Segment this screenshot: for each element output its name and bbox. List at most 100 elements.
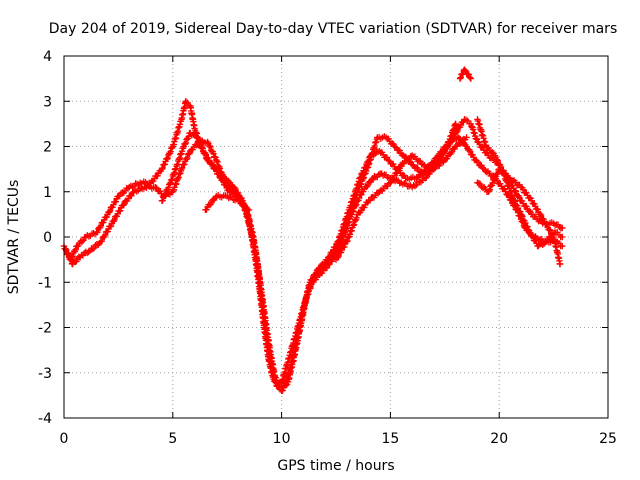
data-point bbox=[80, 237, 87, 244]
data-point bbox=[473, 157, 480, 164]
data-point bbox=[465, 71, 472, 78]
data-point bbox=[396, 147, 403, 154]
data-point bbox=[418, 171, 426, 178]
data-point bbox=[485, 187, 493, 195]
data-point bbox=[519, 213, 526, 220]
data-point bbox=[543, 221, 551, 228]
data-point bbox=[325, 261, 332, 269]
data-point bbox=[116, 192, 123, 200]
y-tick-label: -4 bbox=[38, 411, 52, 427]
data-point bbox=[353, 198, 361, 205]
data-point bbox=[559, 242, 566, 250]
data-point bbox=[168, 144, 176, 151]
data-point bbox=[447, 150, 454, 158]
y-tick-label: 3 bbox=[43, 94, 52, 110]
data-point bbox=[73, 258, 80, 265]
data-point bbox=[241, 202, 249, 209]
data-point bbox=[271, 377, 279, 385]
data-point bbox=[97, 222, 105, 230]
y-tick-label: -2 bbox=[38, 321, 52, 337]
data-point bbox=[356, 174, 364, 182]
x-tick-label: 5 bbox=[168, 431, 177, 447]
data-point bbox=[364, 182, 371, 190]
data-point bbox=[461, 66, 468, 73]
data-point bbox=[366, 197, 374, 204]
data-point bbox=[350, 207, 357, 215]
data-point bbox=[65, 250, 72, 258]
data-point bbox=[537, 212, 545, 219]
data-point bbox=[357, 174, 364, 181]
data-point bbox=[202, 151, 210, 158]
data-point bbox=[64, 250, 71, 257]
data-point bbox=[467, 75, 475, 82]
data-point bbox=[493, 171, 501, 178]
data-point bbox=[341, 243, 348, 251]
data-point bbox=[323, 264, 331, 272]
data-point bbox=[183, 156, 190, 163]
y-tick-label: 1 bbox=[43, 185, 52, 201]
data-point bbox=[511, 198, 519, 205]
data-point bbox=[512, 201, 520, 208]
data-point bbox=[161, 161, 169, 168]
data-point bbox=[112, 198, 120, 205]
data-point bbox=[518, 212, 525, 219]
data-point bbox=[406, 155, 413, 163]
data-point bbox=[493, 156, 501, 163]
y-tick-label: -1 bbox=[38, 275, 52, 291]
data-point bbox=[182, 139, 190, 147]
data-point bbox=[152, 184, 159, 191]
data-point bbox=[159, 164, 166, 172]
data-point bbox=[489, 179, 496, 187]
data-point bbox=[181, 140, 189, 148]
data-point bbox=[207, 143, 214, 151]
data-point bbox=[494, 169, 501, 177]
data-point bbox=[539, 241, 546, 249]
data-point bbox=[106, 207, 114, 215]
data-point bbox=[385, 156, 392, 164]
y-axis-title: SDTVAR / TECUs bbox=[6, 180, 22, 295]
data-point bbox=[408, 161, 416, 168]
data-point bbox=[546, 226, 553, 233]
data-point bbox=[516, 194, 523, 201]
data-point bbox=[559, 224, 566, 232]
data-point bbox=[365, 157, 372, 165]
data-point bbox=[197, 141, 204, 148]
x-axis-title: GPS time / hours bbox=[277, 458, 394, 474]
data-point bbox=[519, 186, 527, 193]
data-point bbox=[413, 164, 420, 171]
data-point bbox=[363, 183, 370, 191]
data-point bbox=[498, 167, 506, 174]
x-tick-label: 25 bbox=[599, 431, 617, 447]
data-point bbox=[353, 201, 360, 208]
data-point bbox=[128, 192, 135, 199]
data-point bbox=[389, 160, 397, 168]
data-point bbox=[476, 180, 484, 188]
data-point bbox=[441, 148, 448, 155]
data-point bbox=[423, 174, 430, 181]
data-point bbox=[120, 201, 128, 209]
data-point bbox=[183, 136, 190, 143]
data-point bbox=[98, 237, 106, 245]
data-point bbox=[393, 170, 400, 177]
data-point bbox=[486, 186, 493, 193]
data-point bbox=[184, 154, 191, 162]
data-point bbox=[357, 207, 365, 214]
data-point bbox=[457, 139, 465, 147]
data-point bbox=[534, 206, 541, 213]
data-point bbox=[222, 181, 230, 189]
data-point bbox=[436, 162, 443, 169]
data-point bbox=[529, 234, 537, 241]
x-tick-labels: 0 5 10 15 20 25 bbox=[60, 431, 617, 447]
data-point bbox=[159, 197, 166, 204]
data-point bbox=[524, 223, 531, 230]
data-point bbox=[279, 387, 286, 394]
data-point bbox=[209, 162, 217, 169]
data-point bbox=[463, 134, 470, 141]
y-tick-label: 0 bbox=[43, 230, 52, 246]
x-tick-label: 10 bbox=[273, 431, 291, 447]
data-point bbox=[375, 171, 382, 178]
data-point bbox=[559, 233, 566, 241]
data-point bbox=[185, 133, 192, 140]
data-point bbox=[244, 205, 251, 213]
data-point bbox=[455, 134, 463, 142]
